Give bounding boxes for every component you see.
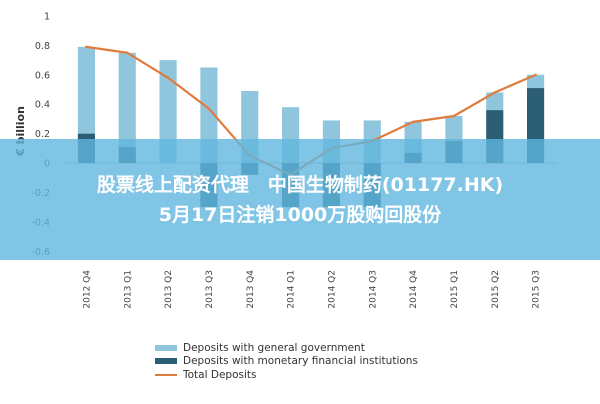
legend-swatch-mfi	[155, 358, 177, 365]
legend-item-mfi: Deposits with monetary financial institu…	[155, 355, 418, 369]
bar-general-government	[159, 60, 177, 164]
legend-swatch-total	[155, 373, 177, 376]
x-tick-label: 2014 Q2	[327, 270, 337, 309]
total-deposits-point	[85, 45, 88, 49]
bar-general-government	[77, 46, 95, 134]
x-tick-label: 2013 Q3	[205, 270, 215, 309]
x-tick-label: 2012 Q4	[82, 270, 92, 309]
total-deposits-point	[411, 120, 415, 124]
x-tick-label: 2015 Q1	[450, 270, 460, 309]
x-tick-label: 2014 Q4	[409, 270, 419, 309]
legend-label-total: Total Deposits	[183, 368, 257, 381]
legend-label-mfi: Deposits with monetary financial institu…	[183, 355, 418, 368]
x-tick-label: 2014 Q1	[287, 270, 297, 309]
banner-headline: 股票线上配资代理 中国生物制药(01177.HK)	[96, 173, 504, 196]
total-deposits-point	[207, 107, 211, 110]
total-deposits-point	[452, 114, 456, 118]
legend: Deposits with general government Deposit…	[155, 341, 418, 382]
x-tick-label: 2013 Q4	[246, 270, 256, 309]
x-tick-label: 2015 Q3	[532, 270, 542, 309]
bar-general-government	[527, 74, 545, 89]
legend-item-total: Total Deposits	[155, 368, 418, 382]
y-tick-label: 0.2	[35, 129, 50, 140]
legend-swatch-general-government	[155, 344, 177, 351]
y-tick-label: 0.8	[35, 41, 50, 52]
y-tick-label: 0.6	[35, 70, 50, 81]
bar-general-government	[445, 116, 463, 141]
x-tick-label: 2013 Q1	[123, 270, 133, 309]
total-deposits-point	[493, 91, 496, 94]
bar-general-government	[118, 52, 136, 147]
overlay-banner[interactable]: 股票线上配资代理 中国生物制药(01177.HK) 5月17日注销1000万股购…	[0, 139, 600, 260]
x-tick-label: 2013 Q2	[164, 270, 174, 309]
total-deposits-point	[126, 51, 129, 54]
banner-subheadline: 5月17日注销1000万股购回股份	[158, 203, 442, 226]
x-tick-label: 2015 Q2	[491, 270, 501, 309]
total-deposits-point	[534, 73, 537, 77]
x-tick-label: 2014 Q3	[368, 270, 378, 309]
bar-general-government	[486, 92, 504, 111]
y-tick-label: 1	[44, 12, 50, 23]
y-tick-label: 0.4	[35, 100, 50, 111]
legend-label-general-government: Deposits with general government	[183, 341, 365, 354]
legend-item-general-government: Deposits with general government	[155, 341, 418, 355]
total-deposits-point	[166, 76, 170, 79]
